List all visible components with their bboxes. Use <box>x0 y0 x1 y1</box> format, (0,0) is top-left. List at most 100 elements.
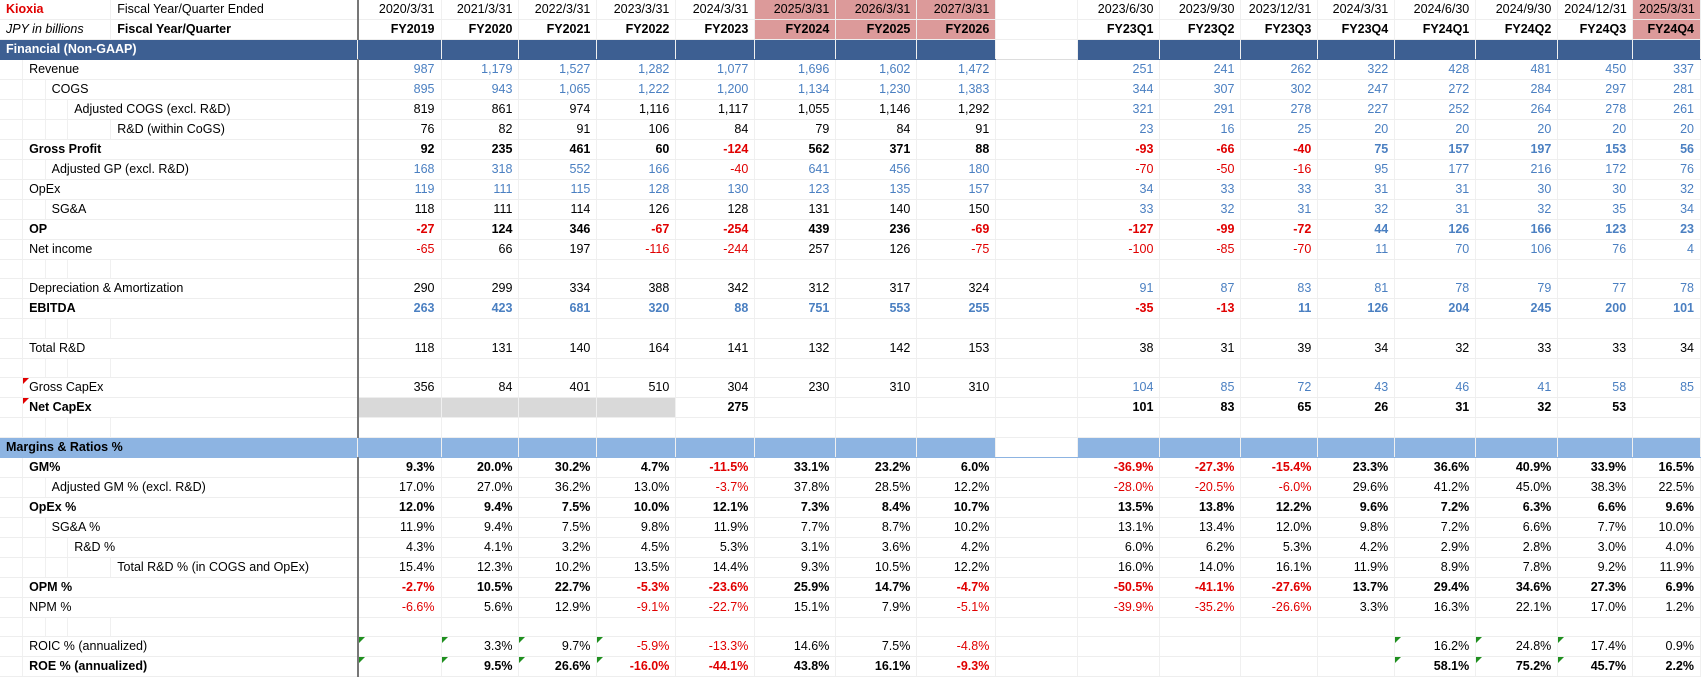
quarter-value-cell[interactable]: 81 <box>1317 278 1396 300</box>
quarter-value-cell[interactable]: -27.3% <box>1159 457 1242 478</box>
empty-cell[interactable] <box>675 417 756 438</box>
empty-cell[interactable] <box>995 417 1079 438</box>
quarter-date-cell[interactable]: 2024/3/31 <box>1317 0 1396 20</box>
indent-cell[interactable] <box>0 338 24 359</box>
annual-value-cell[interactable]: 124 <box>441 219 520 240</box>
quarter-value-cell[interactable]: -41.1% <box>1159 577 1242 598</box>
quarter-value-cell[interactable]: 13.4% <box>1159 517 1242 538</box>
row-label-cogs[interactable]: COGS <box>45 79 359 100</box>
indent-cell[interactable] <box>45 557 69 578</box>
quarter-value-cell[interactable]: 75.2% <box>1475 656 1559 677</box>
quarter-value-cell[interactable]: 16.2% <box>1394 636 1477 658</box>
annual-value-cell[interactable]: 10.5% <box>441 577 520 598</box>
empty-cell[interactable] <box>916 617 997 638</box>
annual-value-cell[interactable]: 79 <box>754 119 837 140</box>
quarter-value-cell[interactable]: 241 <box>1159 59 1242 80</box>
annual-value-cell[interactable]: 562 <box>754 139 837 160</box>
gap-cell[interactable] <box>995 199 1079 220</box>
quarter-value-cell[interactable]: 262 <box>1240 59 1319 80</box>
annual-value-cell[interactable]: 861 <box>441 99 520 120</box>
annual-value-cell[interactable]: 10.7% <box>916 497 997 518</box>
annual-value-cell[interactable]: 7.3% <box>754 497 837 518</box>
empty-cell[interactable] <box>1475 358 1559 379</box>
quarter-value-cell[interactable]: 70 <box>1394 239 1477 260</box>
annual-value-cell[interactable] <box>596 397 677 419</box>
annual-label-cell[interactable]: FY2023 <box>675 19 756 40</box>
quarter-value-cell[interactable]: 12.2% <box>1240 497 1319 518</box>
annual-value-cell[interactable]: 987 <box>356 59 442 80</box>
quarter-value-cell[interactable]: 75 <box>1317 139 1396 160</box>
empty-cell[interactable] <box>675 358 756 379</box>
annual-value-cell[interactable]: 25.9% <box>754 577 837 598</box>
annual-value-cell[interactable]: 255 <box>916 298 997 320</box>
empty-cell[interactable] <box>0 318 24 339</box>
section-financial-title[interactable]: Financial (Non-GAAP) <box>0 39 359 60</box>
quarter-value-cell[interactable]: 204 <box>1394 298 1477 320</box>
indent-cell[interactable] <box>0 159 24 180</box>
quarter-value-cell[interactable]: 16.5% <box>1632 457 1701 478</box>
quarter-value-cell[interactable]: 297 <box>1557 79 1634 100</box>
quarter-value-cell[interactable]: 101 <box>1077 397 1161 419</box>
indent-cell[interactable] <box>0 577 24 598</box>
empty-cell[interactable] <box>0 259 24 280</box>
empty-cell[interactable] <box>835 259 918 280</box>
fiscal-year-quarter-label[interactable]: Fiscal Year/Quarter <box>110 19 359 40</box>
quarter-value-cell[interactable]: 7.7% <box>1557 517 1634 538</box>
empty-cell[interactable] <box>67 617 112 638</box>
quarter-date-cell[interactable]: 2024/6/30 <box>1394 0 1477 20</box>
quarter-value-cell[interactable]: 34.6% <box>1475 577 1559 598</box>
annual-value-cell[interactable]: 17.0% <box>356 477 442 498</box>
row-label-rnd-pct[interactable]: R&D % <box>67 537 359 558</box>
annual-value-cell[interactable]: 153 <box>916 338 997 359</box>
empty-cell[interactable] <box>110 318 359 339</box>
quarter-value-cell[interactable]: 25 <box>1240 119 1319 140</box>
annual-value-cell[interactable]: -4.7% <box>916 577 997 598</box>
annual-value-cell[interactable]: 371 <box>835 139 918 160</box>
empty-cell[interactable] <box>22 358 46 379</box>
annual-label-cell[interactable]: FY2025 <box>835 19 918 40</box>
quarter-value-cell[interactable]: 6.6% <box>1475 517 1559 538</box>
quarter-value-cell[interactable]: 126 <box>1317 298 1396 320</box>
quarter-value-cell[interactable]: 2.8% <box>1475 537 1559 558</box>
empty-cell[interactable] <box>1077 417 1161 438</box>
empty-cell[interactable] <box>1077 358 1161 379</box>
quarter-value-cell[interactable]: 5.3% <box>1240 537 1319 558</box>
empty-cell[interactable] <box>518 617 598 638</box>
quarter-value-cell[interactable]: 264 <box>1475 99 1559 120</box>
annual-value-cell[interactable]: 1,116 <box>596 99 677 120</box>
annual-date-cell[interactable]: 2022/3/31 <box>518 0 598 20</box>
quarter-value-cell[interactable]: 29.4% <box>1394 577 1477 598</box>
quarter-value-cell[interactable]: 33 <box>1077 199 1161 220</box>
indent-cell[interactable] <box>45 99 69 120</box>
quarter-value-cell[interactable]: 101 <box>1632 298 1701 320</box>
quarter-value-cell[interactable]: 44 <box>1317 219 1396 240</box>
empty-cell[interactable] <box>916 259 997 280</box>
annual-label-cell[interactable]: FY2020 <box>441 19 520 40</box>
quarter-value-cell[interactable]: 83 <box>1240 278 1319 300</box>
quarter-value-cell[interactable]: 56 <box>1632 139 1701 160</box>
empty-cell[interactable] <box>1557 417 1634 438</box>
quarter-value-cell[interactable]: 33 <box>1159 179 1242 200</box>
empty-cell[interactable] <box>1632 358 1701 379</box>
indent-cell[interactable] <box>0 497 24 518</box>
gap-cell[interactable] <box>995 298 1079 320</box>
quarter-value-cell[interactable]: 83 <box>1159 397 1242 419</box>
quarter-value-cell[interactable]: 227 <box>1317 99 1396 120</box>
quarter-value-cell[interactable]: 34 <box>1077 179 1161 200</box>
quarter-value-cell[interactable]: 20 <box>1394 119 1477 140</box>
quarter-value-cell[interactable]: 29.6% <box>1317 477 1396 498</box>
quarter-value-cell[interactable]: 58 <box>1557 377 1634 399</box>
quarter-value-cell[interactable]: 172 <box>1557 159 1634 180</box>
annual-value-cell[interactable]: -44.1% <box>675 656 756 677</box>
gap-cell[interactable] <box>995 119 1079 140</box>
annual-value-cell[interactable]: 142 <box>835 338 918 359</box>
annual-value-cell[interactable]: -5.1% <box>916 597 997 618</box>
annual-value-cell[interactable]: 111 <box>441 179 520 200</box>
quarter-value-cell[interactable]: 272 <box>1394 79 1477 100</box>
quarter-date-cell[interactable]: 2023/9/30 <box>1159 0 1242 20</box>
quarter-value-cell[interactable]: 4.2% <box>1317 537 1396 558</box>
annual-value-cell[interactable]: 197 <box>518 239 598 260</box>
quarter-value-cell[interactable]: 2.9% <box>1394 537 1477 558</box>
annual-value-cell[interactable]: 12.1% <box>675 497 756 518</box>
annual-value-cell[interactable]: 8.4% <box>835 497 918 518</box>
